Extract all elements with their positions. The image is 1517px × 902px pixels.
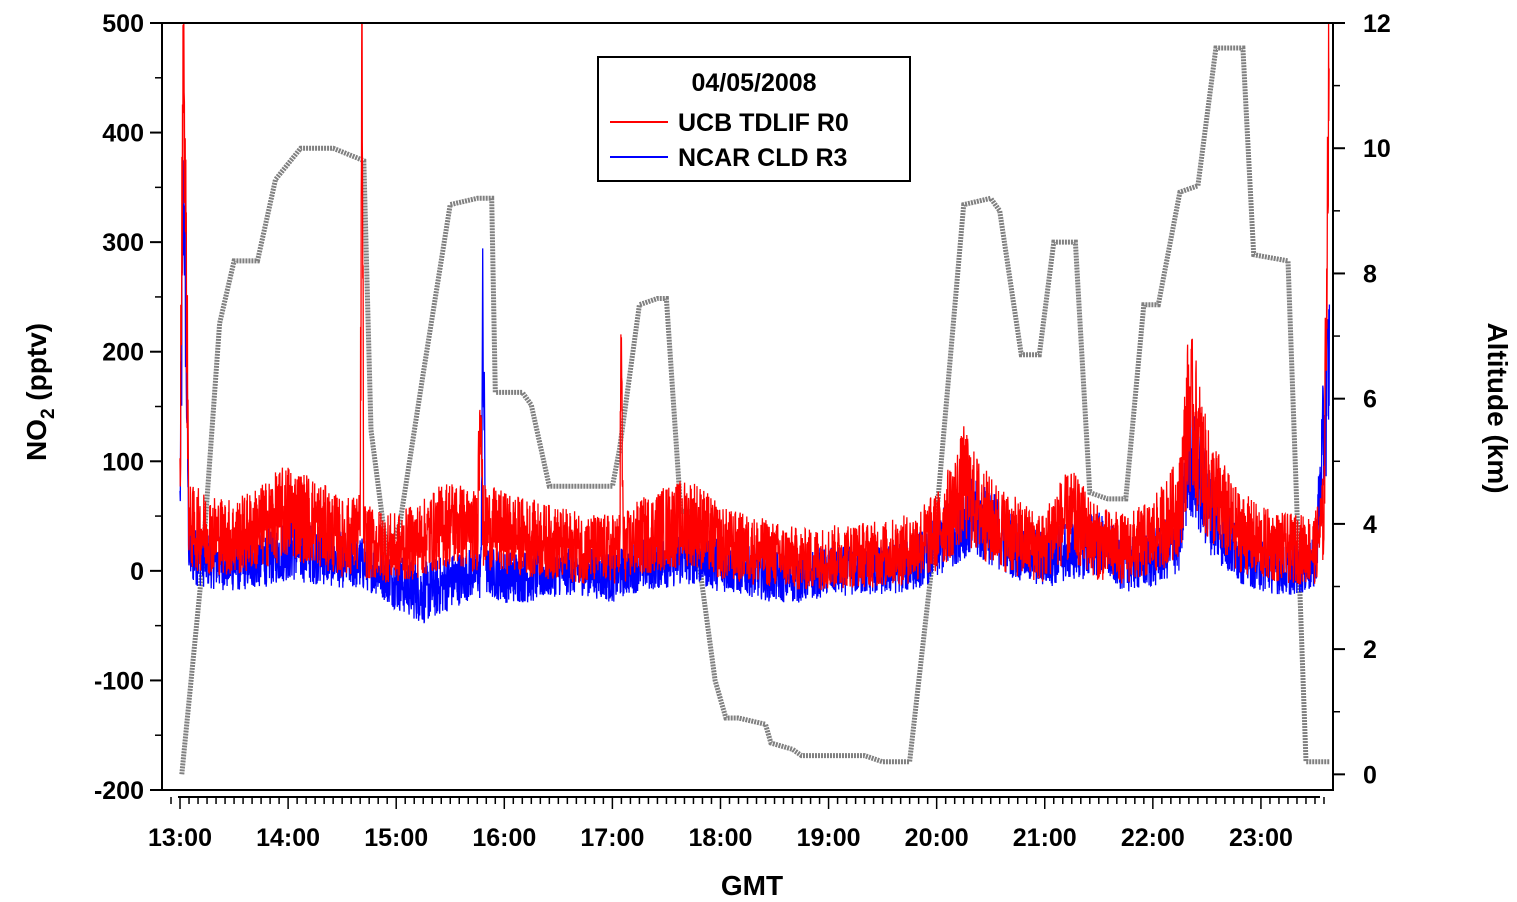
y2-tick-label: 2 bbox=[1363, 636, 1377, 664]
x-tick-label: 19:00 bbox=[797, 824, 861, 852]
x-tick-label: 22:00 bbox=[1121, 824, 1185, 852]
y-tick-label: 400 bbox=[102, 120, 144, 148]
y2-tick-label: 4 bbox=[1363, 511, 1377, 539]
x-tick-label: 18:00 bbox=[689, 824, 753, 852]
x-tick-label: 13:00 bbox=[148, 824, 212, 852]
y-axis-title-sub: 2 bbox=[38, 408, 59, 419]
y-tick-label: -200 bbox=[94, 777, 144, 805]
y-tick-label: 300 bbox=[102, 229, 144, 257]
altitude-line bbox=[179, 45, 1330, 775]
legend: 04/05/2008 UCB TDLIF R0 NCAR CLD R3 bbox=[597, 56, 911, 182]
y-axis-title-suffix: (pptv) bbox=[21, 323, 52, 409]
axes-layer: 13:00 14:00 15:00 16:00 17:00 18:00 19:00 20:00… bbox=[94, 10, 1391, 852]
x-tick-label: 17:00 bbox=[580, 824, 644, 852]
y-tick-label: 0 bbox=[130, 558, 144, 586]
y-tick-label: -100 bbox=[94, 667, 144, 695]
y2-tick-label: 0 bbox=[1363, 761, 1377, 789]
legend-box bbox=[597, 56, 911, 182]
y-tick-label: 200 bbox=[102, 339, 144, 367]
y-axis-title-prefix: NO bbox=[21, 419, 52, 461]
x-tick-label: 15:00 bbox=[364, 824, 428, 852]
x-axis-title: GMT bbox=[721, 870, 783, 901]
legend-label-ucb: UCB TDLIF R0 bbox=[678, 109, 849, 137]
y-tick-label: 500 bbox=[102, 10, 144, 38]
x-tick-label: 23:00 bbox=[1229, 824, 1293, 852]
legend-title: 04/05/2008 bbox=[691, 69, 816, 97]
y2-tick-label: 10 bbox=[1363, 135, 1391, 163]
x-tick-label: 16:00 bbox=[472, 824, 536, 852]
x-tick-label: 20:00 bbox=[905, 824, 969, 852]
y2-tick-label: 12 bbox=[1363, 10, 1391, 38]
legend-label-ncar: NCAR CLD R3 bbox=[678, 144, 847, 172]
y2-axis-title: Altitude (km) bbox=[1482, 322, 1513, 493]
series-line-ucb bbox=[179, 23, 1330, 591]
x-tick-label: 21:00 bbox=[1013, 824, 1077, 852]
y2-tick-label: 6 bbox=[1363, 386, 1377, 414]
x-tick-label: 14:00 bbox=[256, 824, 320, 852]
y2-tick-label: 8 bbox=[1363, 260, 1377, 288]
y-tick-label: 100 bbox=[102, 448, 144, 476]
y-axis-title: NO2 (pptv) bbox=[21, 323, 59, 461]
data-layer bbox=[179, 23, 1331, 775]
